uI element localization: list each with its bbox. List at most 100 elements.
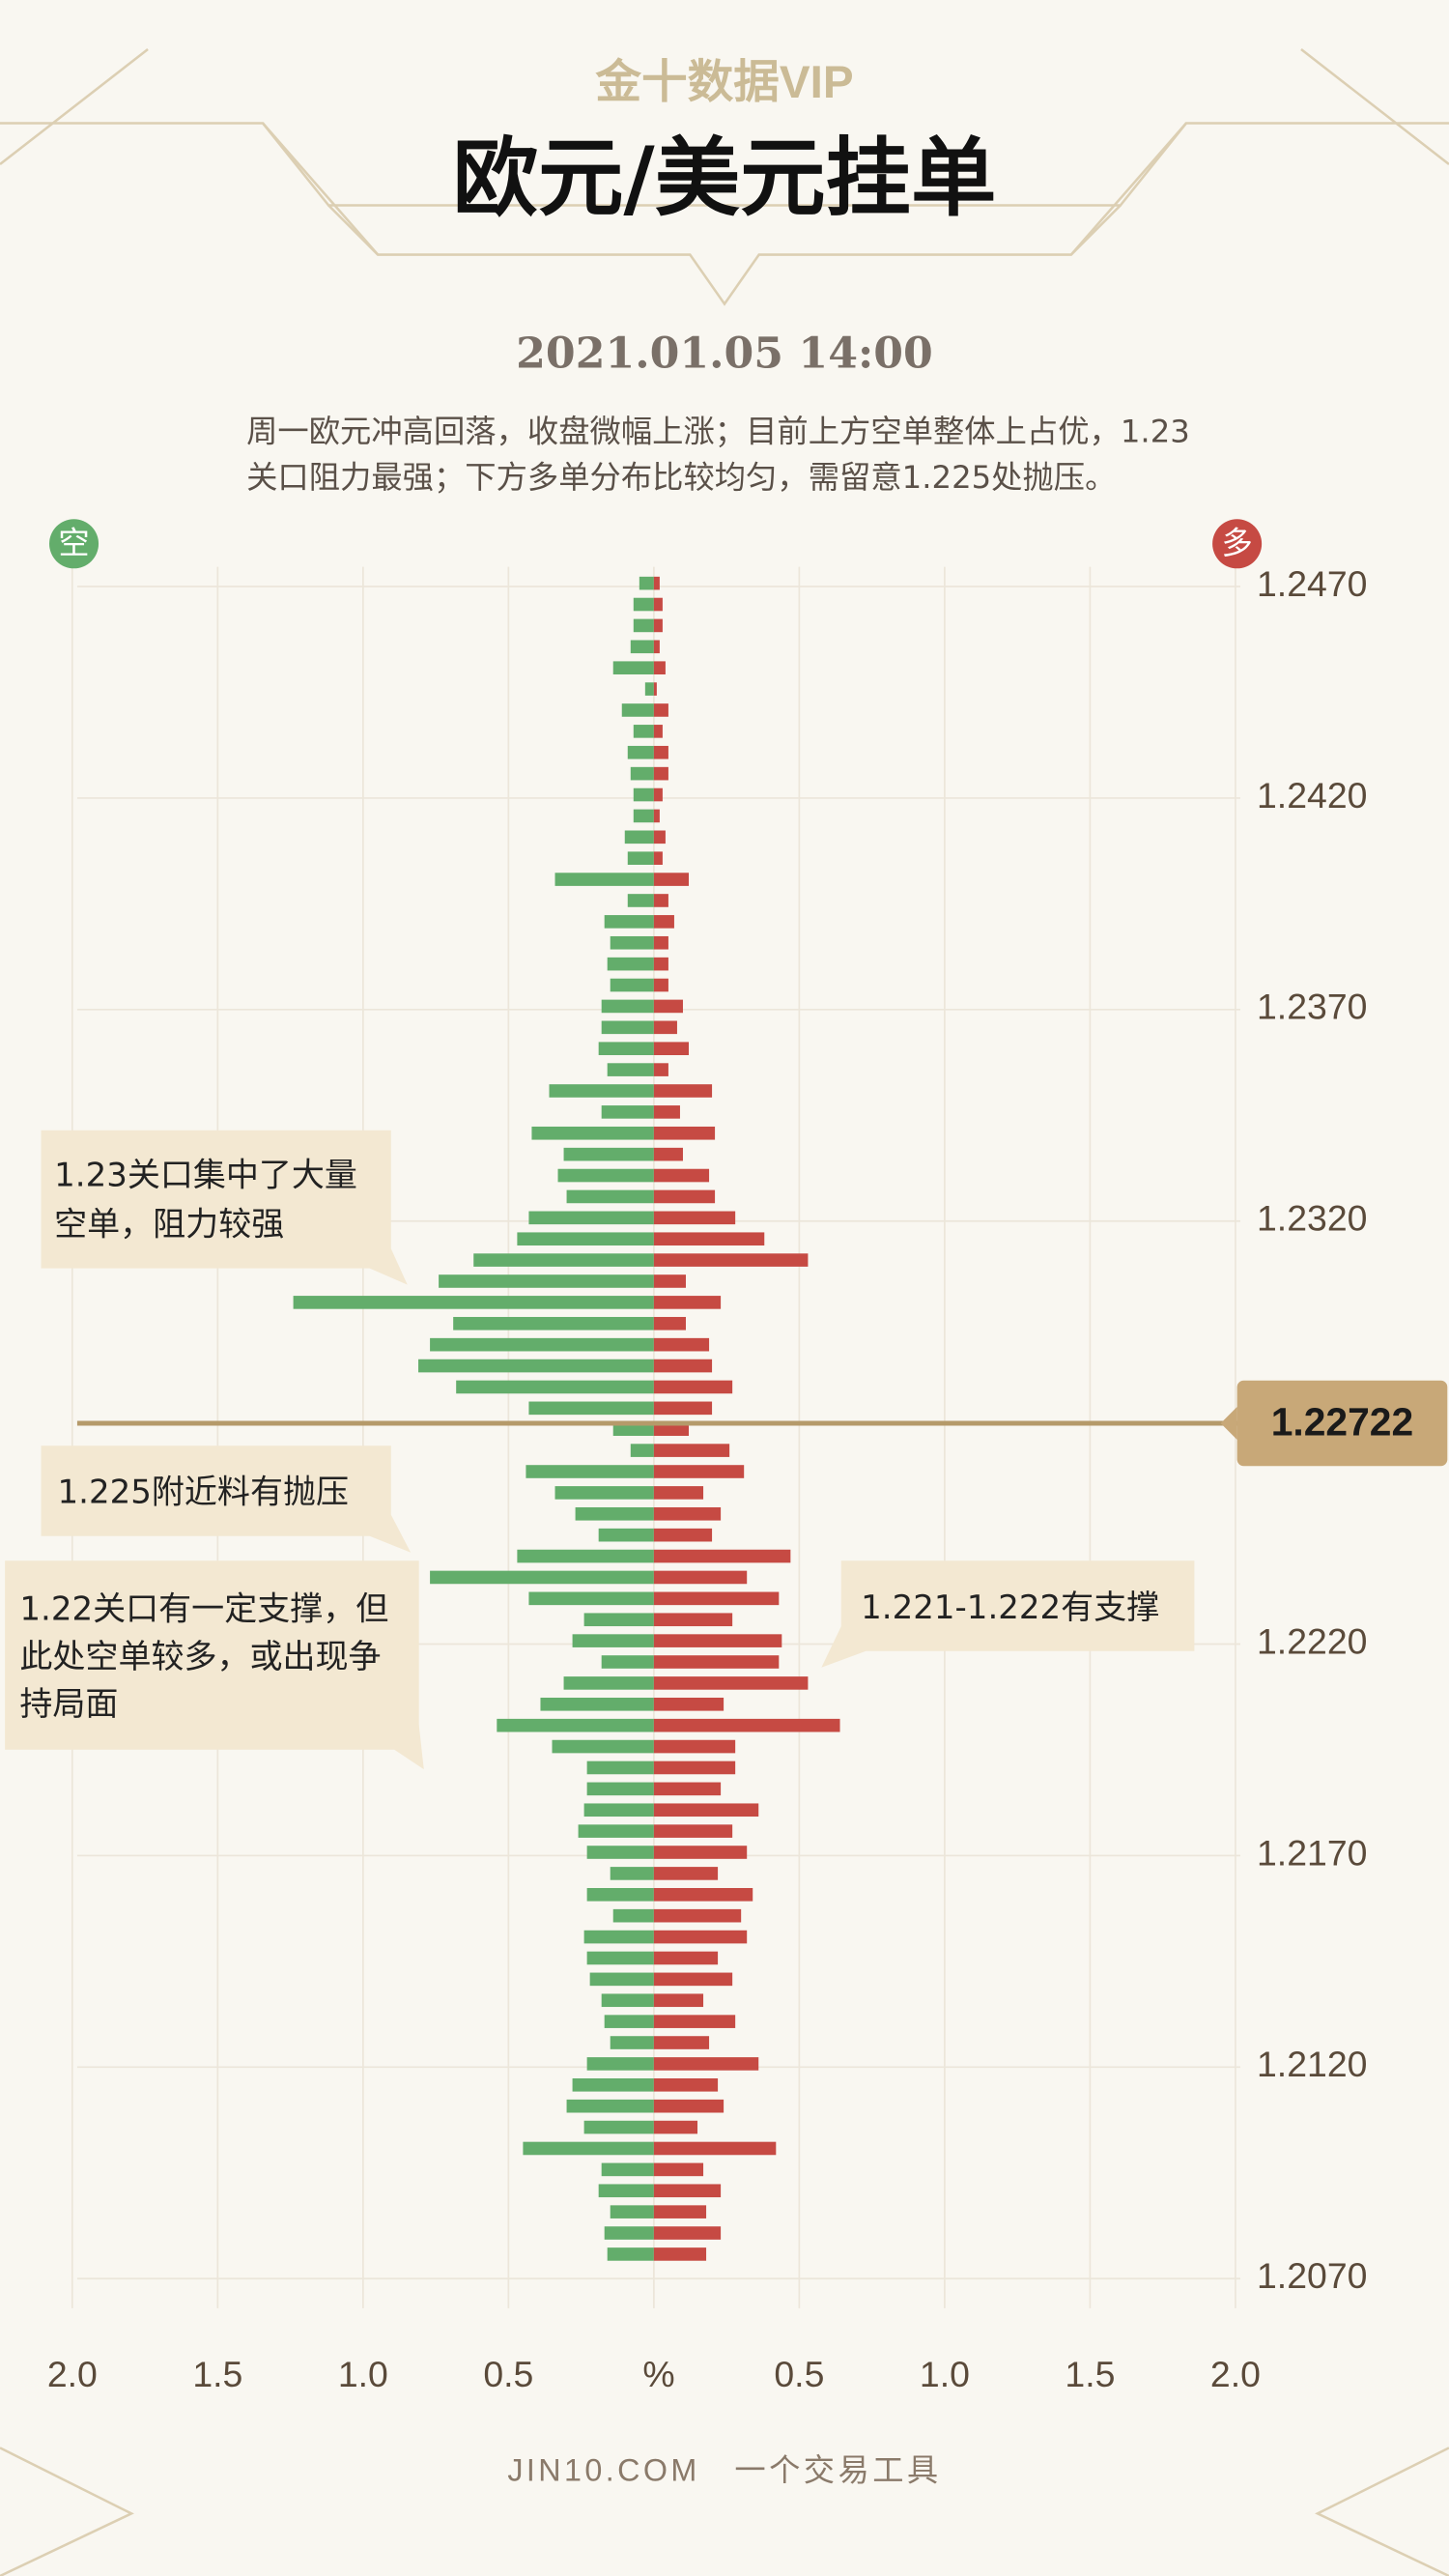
bar (653, 1253, 809, 1267)
bar (612, 1908, 654, 1923)
x-tick-label: 2.0 (47, 2354, 98, 2394)
bar (612, 661, 654, 674)
bar (653, 999, 683, 1014)
bar (528, 1401, 654, 1416)
bar (653, 1359, 713, 1373)
bar (575, 1506, 654, 1521)
bar (540, 1697, 654, 1711)
x-tick-label: 0.5 (774, 2354, 824, 2394)
current-price-box (1236, 1380, 1448, 1467)
bar (653, 682, 657, 696)
bar (653, 661, 666, 674)
bar (523, 2141, 654, 2156)
bar (653, 957, 668, 971)
bar (563, 1147, 654, 1161)
bar (607, 1063, 654, 1076)
bar (653, 1570, 748, 1585)
bar (653, 1422, 689, 1437)
bar (653, 703, 668, 717)
bar (583, 1613, 654, 1627)
callout-box (840, 1560, 1195, 1651)
bar (612, 1422, 654, 1437)
bar (517, 1232, 654, 1246)
callout-box (41, 1130, 391, 1269)
bar (586, 2057, 654, 2071)
bar (653, 2141, 777, 2156)
bar (653, 1908, 742, 1923)
bar (653, 935, 668, 950)
callout-pointer (821, 1626, 867, 1668)
header-frame (0, 48, 1449, 2576)
bar (653, 1486, 704, 1500)
bar (583, 1930, 654, 1944)
bar (653, 1760, 736, 1775)
bar (653, 1782, 722, 1796)
bar (653, 809, 660, 823)
bar (653, 618, 663, 633)
bar (418, 1359, 654, 1373)
bar (653, 1930, 748, 1944)
bar (601, 1993, 654, 2008)
bar (578, 1824, 654, 1838)
bar (653, 894, 668, 907)
bar (293, 1296, 654, 1309)
legend-swatch (1212, 519, 1263, 569)
bar (517, 1549, 654, 1563)
annotation: 1.221-1.222有支撑 (861, 1587, 1160, 1627)
annotation: 1.23关口集中了大量空单，阻力较强 (54, 1155, 357, 1245)
bar (607, 957, 654, 971)
bar (653, 2162, 704, 2177)
bar (630, 766, 654, 781)
bar (604, 915, 654, 929)
bar (653, 787, 663, 802)
bar (653, 1084, 713, 1098)
bar (653, 1803, 759, 1818)
bar (627, 894, 654, 907)
bar (633, 809, 654, 823)
bar (563, 1676, 654, 1690)
bar (653, 1867, 719, 1880)
bar (583, 2120, 654, 2134)
description-box: 周一欧元冲高回落，收盘微幅上涨；目前上方空单整体上占优，1.23关口阻力最强；下… (246, 414, 1190, 495)
bar (633, 725, 654, 738)
bar (653, 1380, 733, 1394)
current-price-pointer (1220, 1406, 1237, 1440)
bar (653, 1824, 733, 1838)
bar (653, 830, 666, 844)
legend-swatch (49, 519, 99, 569)
x-tick-label: 1.0 (338, 2354, 388, 2394)
bar (549, 1084, 654, 1098)
bar (554, 873, 654, 886)
bar (610, 978, 654, 992)
bar (653, 1634, 782, 1647)
bar (653, 1211, 736, 1225)
bar (456, 1380, 654, 1394)
annotation-box: 1.225附近料有抛压 (58, 1472, 349, 1511)
legend-label: 多 (1221, 526, 1252, 560)
bar (497, 1718, 654, 1732)
bar (607, 2247, 654, 2261)
bar (610, 1867, 654, 1880)
bar (627, 851, 654, 865)
bar (653, 1676, 809, 1690)
bar (653, 1972, 733, 1987)
y-tick-label: 1.2320 (1257, 1198, 1367, 1239)
bar (653, 851, 663, 865)
callout-pointer (369, 1514, 412, 1553)
bar (653, 1189, 716, 1204)
y-tick-label: 1.2070 (1257, 2255, 1367, 2296)
bar (653, 1020, 677, 1035)
bar (586, 1951, 654, 1965)
callout-pointer (394, 1725, 424, 1770)
bar (644, 682, 654, 696)
bar (653, 2247, 707, 2261)
bar (633, 618, 654, 633)
bar (621, 703, 654, 717)
bar (601, 1105, 654, 1119)
bar (586, 1887, 654, 1902)
x-tick-label: 0.5 (483, 2354, 533, 2394)
bar (653, 1105, 680, 1119)
bar (473, 1253, 654, 1267)
bar (610, 2036, 654, 2049)
